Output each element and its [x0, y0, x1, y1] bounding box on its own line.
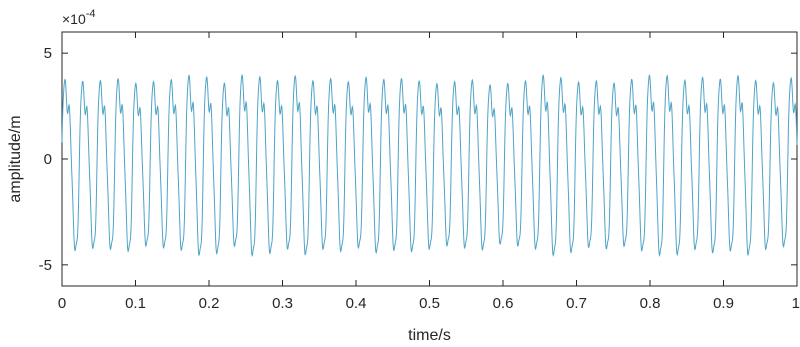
- x-tick-label: 0.9: [713, 295, 734, 312]
- x-tick-label: 0.8: [640, 295, 661, 312]
- x-tick-label: 0.2: [199, 295, 220, 312]
- y-tick-label: 0: [44, 151, 52, 168]
- y-tick-label: 5: [44, 45, 52, 62]
- x-tick-label: 0.1: [125, 295, 146, 312]
- x-tick-label: 1: [792, 295, 800, 312]
- x-tick-label: 0: [58, 295, 66, 312]
- x-tick-label: 0.4: [346, 295, 367, 312]
- x-tick-label: 0.5: [419, 295, 440, 312]
- y-axis-exponent: ×10-4: [62, 8, 96, 27]
- y-axis-title: amplitude/m: [7, 115, 24, 202]
- y-tick-label: -5: [39, 257, 52, 274]
- x-tick-label: 0.6: [493, 295, 514, 312]
- x-tick-label: 0.3: [272, 295, 293, 312]
- x-axis: 0 0.1 0.2 0.3 0.4 0.5 0.6 0.7 0.8 0.9 1: [58, 32, 800, 312]
- series-line-amplitude: [61, 73, 798, 258]
- y-axis: -5 0 5: [39, 45, 797, 274]
- x-axis-title: time/s: [408, 327, 451, 344]
- x-tick-label: 0.7: [566, 295, 587, 312]
